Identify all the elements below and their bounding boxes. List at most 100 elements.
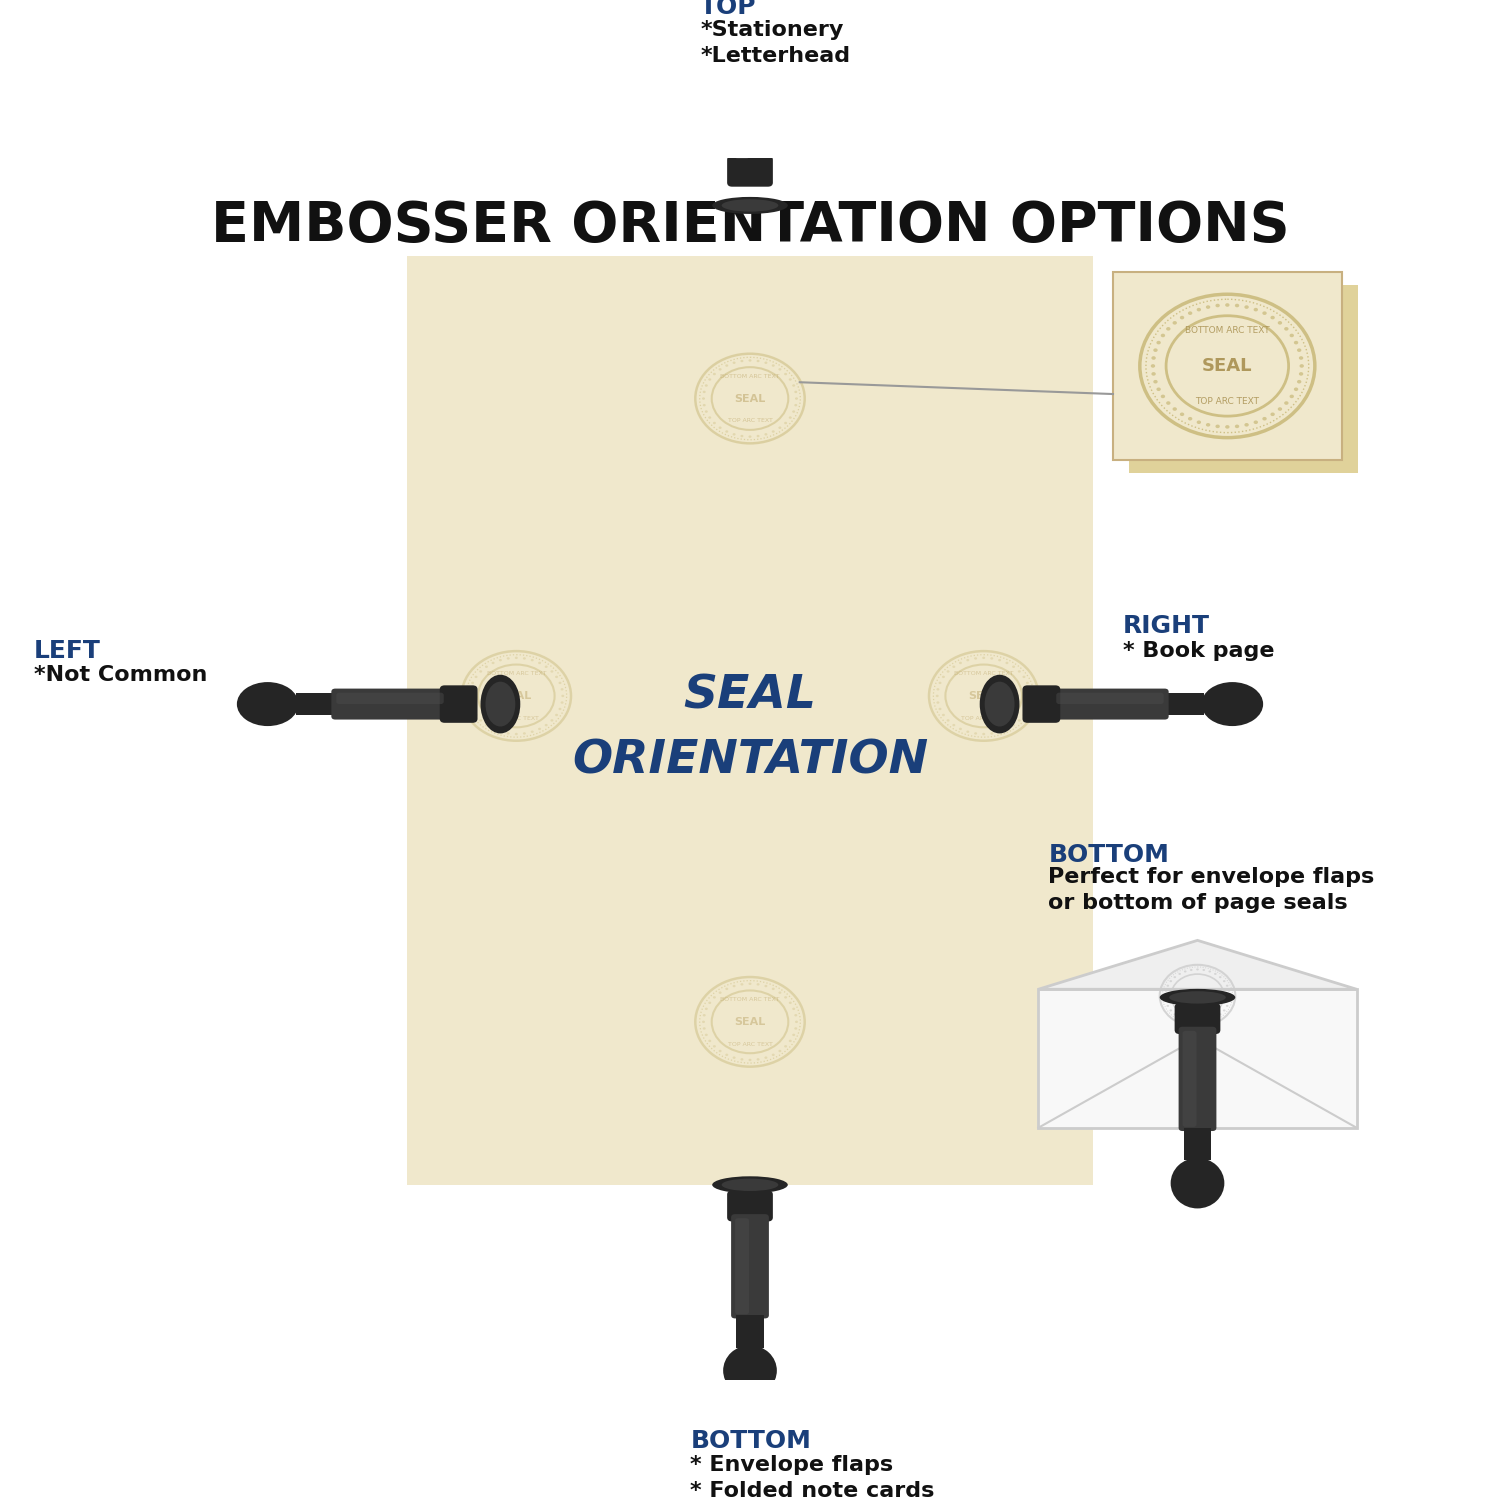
Circle shape: [1227, 1000, 1230, 1002]
Circle shape: [778, 992, 782, 994]
Text: SEAL: SEAL: [735, 393, 765, 404]
Circle shape: [702, 1020, 705, 1023]
Circle shape: [936, 702, 939, 703]
Circle shape: [1299, 364, 1304, 368]
Circle shape: [705, 1008, 708, 1010]
Circle shape: [726, 1053, 728, 1056]
Circle shape: [772, 987, 774, 990]
Circle shape: [1026, 681, 1029, 684]
Circle shape: [1154, 348, 1158, 352]
Text: SEAL: SEAL: [501, 692, 532, 700]
Circle shape: [946, 670, 950, 672]
Circle shape: [470, 702, 472, 703]
FancyBboxPatch shape: [336, 693, 444, 703]
FancyBboxPatch shape: [728, 156, 772, 186]
Circle shape: [484, 724, 488, 726]
FancyBboxPatch shape: [1052, 688, 1168, 720]
Text: LEFT: LEFT: [34, 639, 100, 663]
Circle shape: [966, 730, 969, 734]
Circle shape: [1214, 1017, 1216, 1019]
Circle shape: [1161, 394, 1166, 398]
Circle shape: [702, 390, 705, 393]
Circle shape: [1206, 423, 1210, 426]
Ellipse shape: [980, 675, 1020, 734]
Circle shape: [1173, 321, 1178, 324]
Circle shape: [784, 1046, 788, 1047]
Circle shape: [550, 718, 554, 722]
Text: BOTTOM ARC TEXT: BOTTOM ARC TEXT: [954, 670, 1014, 676]
Circle shape: [1170, 1010, 1172, 1011]
Circle shape: [778, 1050, 782, 1052]
Circle shape: [998, 658, 1000, 662]
Circle shape: [939, 681, 942, 684]
Circle shape: [708, 1002, 711, 1004]
Ellipse shape: [712, 196, 788, 214]
Circle shape: [474, 714, 477, 716]
Ellipse shape: [722, 1179, 778, 1191]
Circle shape: [1023, 714, 1026, 716]
Circle shape: [726, 430, 728, 432]
Circle shape: [1196, 1022, 1198, 1023]
Text: BOTTOM ARC TEXT: BOTTOM ARC TEXT: [720, 998, 780, 1002]
Circle shape: [1278, 321, 1282, 324]
Circle shape: [765, 1056, 768, 1059]
Circle shape: [712, 422, 716, 424]
Circle shape: [765, 362, 768, 364]
Circle shape: [708, 378, 711, 381]
Circle shape: [772, 1053, 774, 1056]
Circle shape: [1228, 994, 1232, 998]
Circle shape: [792, 1034, 795, 1036]
Circle shape: [784, 374, 788, 375]
Circle shape: [1220, 976, 1221, 978]
Circle shape: [1226, 1005, 1228, 1007]
Circle shape: [702, 398, 705, 400]
Circle shape: [1156, 387, 1161, 392]
Circle shape: [1226, 984, 1228, 987]
Circle shape: [1180, 413, 1184, 416]
Circle shape: [1005, 728, 1008, 730]
Circle shape: [1226, 424, 1230, 429]
Circle shape: [1161, 333, 1166, 338]
Bar: [1113, 272, 1341, 459]
Circle shape: [966, 658, 969, 662]
FancyBboxPatch shape: [735, 1218, 748, 1314]
Bar: [406, 256, 1094, 1185]
Text: RIGHT: RIGHT: [1124, 615, 1210, 639]
FancyBboxPatch shape: [1023, 686, 1060, 723]
Circle shape: [1215, 424, 1219, 427]
Circle shape: [712, 374, 716, 375]
Circle shape: [778, 368, 782, 370]
Circle shape: [558, 708, 561, 710]
Circle shape: [1019, 670, 1022, 672]
Circle shape: [1270, 413, 1275, 416]
Text: * Envelope flaps: * Envelope flaps: [690, 1455, 894, 1476]
Circle shape: [1019, 718, 1022, 722]
Circle shape: [561, 694, 564, 698]
Circle shape: [718, 368, 722, 370]
Circle shape: [732, 986, 735, 987]
Text: BOTTOM ARC TEXT: BOTTOM ARC TEXT: [720, 374, 780, 378]
Circle shape: [1298, 348, 1302, 352]
Circle shape: [1197, 420, 1202, 424]
Circle shape: [748, 435, 752, 438]
Circle shape: [1227, 990, 1230, 992]
Circle shape: [705, 384, 708, 387]
Text: TOP ARC TEXT: TOP ARC TEXT: [728, 1042, 772, 1047]
Circle shape: [478, 670, 482, 672]
Ellipse shape: [723, 1346, 777, 1396]
Circle shape: [538, 662, 542, 664]
Circle shape: [1245, 306, 1250, 309]
Circle shape: [795, 1020, 798, 1023]
Circle shape: [1196, 969, 1198, 970]
Circle shape: [990, 732, 993, 735]
Circle shape: [474, 675, 477, 678]
Circle shape: [1152, 356, 1156, 360]
Circle shape: [958, 662, 962, 664]
Circle shape: [1254, 308, 1258, 312]
Circle shape: [765, 986, 768, 987]
Text: BOTTOM: BOTTOM: [690, 1430, 812, 1454]
Circle shape: [741, 360, 744, 362]
Circle shape: [765, 433, 768, 435]
Circle shape: [1298, 380, 1302, 384]
Circle shape: [939, 708, 942, 710]
